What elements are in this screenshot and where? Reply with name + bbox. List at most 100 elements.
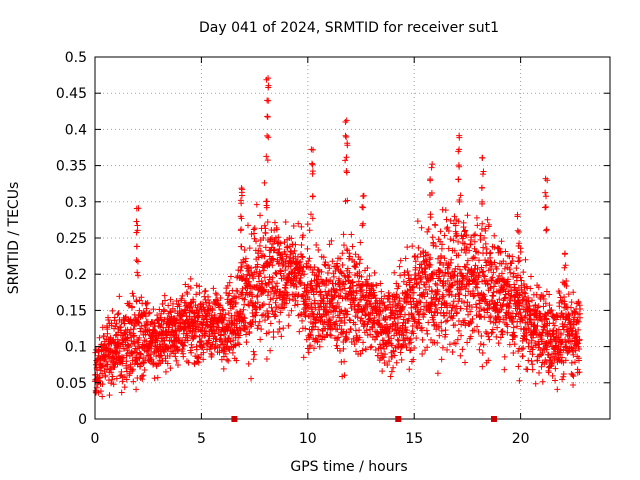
data-point bbox=[243, 339, 250, 346]
data-point bbox=[261, 222, 268, 229]
data-point bbox=[320, 254, 327, 261]
data-point bbox=[277, 240, 284, 247]
data-point bbox=[430, 312, 437, 319]
data-point bbox=[381, 317, 388, 324]
data-point bbox=[309, 161, 316, 168]
data-point bbox=[378, 288, 385, 295]
data-point bbox=[490, 283, 497, 290]
data-point bbox=[340, 328, 347, 335]
data-point bbox=[143, 322, 150, 329]
data-point bbox=[362, 293, 369, 300]
data-point bbox=[429, 161, 436, 168]
data-point bbox=[473, 214, 480, 221]
data-point bbox=[432, 296, 439, 303]
data-point bbox=[238, 264, 245, 271]
data-point bbox=[194, 355, 201, 362]
data-point bbox=[138, 312, 145, 319]
data-point bbox=[418, 224, 425, 231]
data-point bbox=[456, 134, 463, 141]
data-point bbox=[294, 301, 301, 308]
data-point bbox=[238, 215, 245, 222]
data-point bbox=[112, 323, 119, 330]
data-point bbox=[455, 162, 462, 169]
data-point bbox=[460, 233, 467, 240]
data-point bbox=[480, 244, 487, 251]
data-point bbox=[176, 320, 183, 327]
data-point bbox=[306, 296, 313, 303]
data-point bbox=[438, 327, 445, 334]
data-point bbox=[515, 242, 522, 249]
data-point bbox=[344, 311, 351, 318]
data-point bbox=[122, 315, 129, 322]
data-point bbox=[288, 307, 295, 314]
data-point bbox=[488, 329, 495, 336]
data-point bbox=[112, 332, 119, 339]
data-point bbox=[356, 334, 363, 341]
data-point bbox=[133, 386, 140, 393]
data-point bbox=[104, 330, 111, 337]
data-point bbox=[534, 323, 541, 330]
data-point bbox=[476, 300, 483, 307]
data-point bbox=[359, 222, 366, 229]
data-point bbox=[440, 293, 447, 300]
data-point bbox=[507, 269, 514, 276]
data-point bbox=[392, 294, 399, 301]
data-point bbox=[449, 302, 456, 309]
data-point bbox=[179, 292, 186, 299]
data-point bbox=[544, 344, 551, 351]
data-point bbox=[380, 354, 387, 361]
data-point bbox=[528, 297, 535, 304]
data-point bbox=[482, 240, 489, 247]
data-point bbox=[543, 226, 550, 233]
data-point bbox=[371, 314, 378, 321]
data-point bbox=[388, 335, 395, 342]
data-point bbox=[267, 236, 274, 243]
data-point bbox=[528, 273, 535, 280]
data-point bbox=[567, 304, 574, 311]
data-point bbox=[524, 366, 531, 373]
data-point bbox=[510, 270, 517, 277]
data-point bbox=[561, 301, 568, 308]
data-point bbox=[245, 360, 252, 367]
data-point bbox=[509, 253, 516, 260]
data-point bbox=[451, 272, 458, 279]
data-point bbox=[427, 191, 434, 198]
data-point bbox=[353, 290, 360, 297]
data-point bbox=[539, 378, 546, 385]
data-point bbox=[457, 352, 464, 359]
data-point bbox=[296, 328, 303, 335]
data-point bbox=[130, 293, 137, 300]
data-point bbox=[357, 350, 364, 357]
data-point bbox=[285, 312, 292, 319]
data-point bbox=[188, 341, 195, 348]
data-point bbox=[239, 186, 246, 193]
data-point bbox=[150, 359, 157, 366]
data-point bbox=[444, 317, 451, 324]
data-point bbox=[487, 318, 494, 325]
data-point bbox=[282, 218, 289, 225]
data-point bbox=[304, 245, 311, 252]
data-point bbox=[109, 376, 116, 383]
data-point bbox=[265, 280, 272, 287]
data-point bbox=[447, 217, 454, 224]
data-point bbox=[532, 340, 539, 347]
data-point bbox=[438, 356, 445, 363]
data-point bbox=[441, 232, 448, 239]
data-point bbox=[121, 384, 128, 391]
data-point bbox=[479, 350, 486, 357]
data-point bbox=[311, 297, 318, 304]
data-point bbox=[269, 284, 276, 291]
data-point bbox=[413, 280, 420, 287]
data-point bbox=[251, 230, 258, 237]
data-point bbox=[471, 277, 478, 284]
data-point bbox=[284, 292, 291, 299]
data-point bbox=[378, 350, 385, 357]
data-point bbox=[239, 311, 246, 318]
data-point bbox=[576, 345, 583, 352]
data-point bbox=[209, 341, 216, 348]
data-point bbox=[498, 238, 505, 245]
data-point bbox=[326, 241, 333, 248]
data-point bbox=[274, 280, 281, 287]
data-point bbox=[226, 347, 233, 354]
data-point bbox=[356, 327, 363, 334]
